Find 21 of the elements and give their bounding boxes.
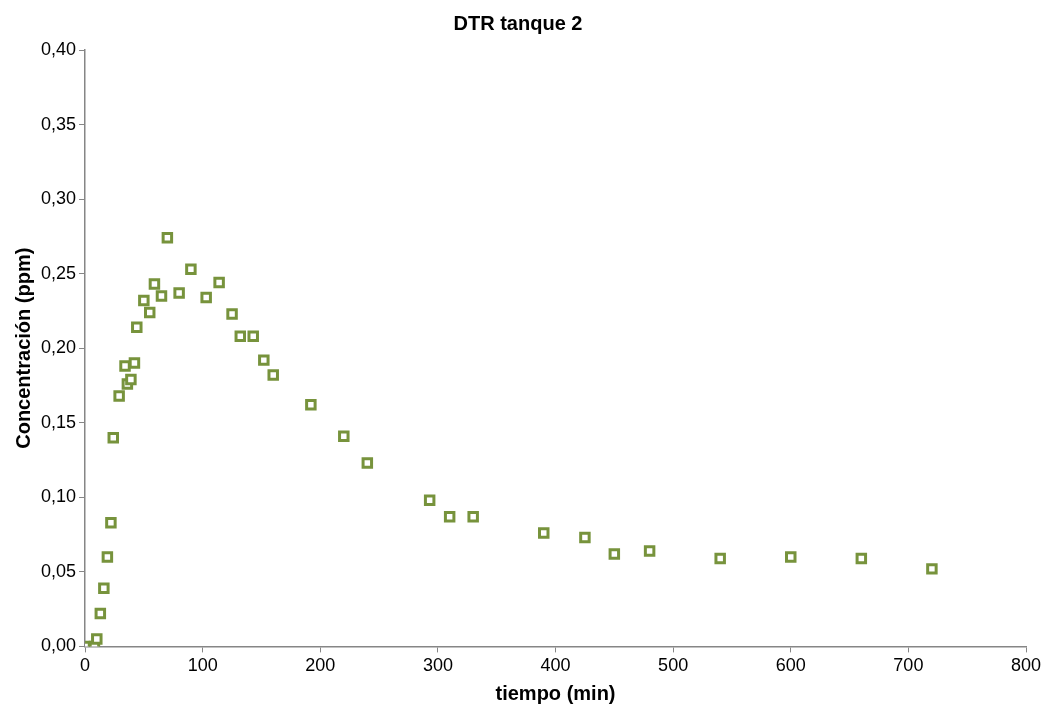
x-tick-label: 300 — [422, 655, 453, 676]
x-tick-label: 100 — [187, 655, 218, 676]
x-tick-label: 0 — [80, 655, 91, 676]
x-tick-label: 600 — [775, 655, 806, 676]
x-tick-label: 700 — [893, 655, 924, 676]
y-tick-label: 0,00 — [40, 635, 77, 656]
y-tick-label: 0,25 — [40, 262, 77, 283]
y-tick-label: 0,20 — [40, 337, 77, 358]
y-tick-label: 0,05 — [40, 560, 77, 581]
y-tick-label: 0,10 — [40, 486, 77, 507]
y-tick-label: 0,30 — [40, 188, 77, 209]
y-tick-label: 0,35 — [40, 113, 77, 134]
chart-title: DTR tanque 2 — [453, 11, 583, 34]
x-tick-label: 200 — [305, 655, 336, 676]
x-tick-label: 500 — [658, 655, 689, 676]
y-tick-label: 0,15 — [40, 411, 77, 432]
y-tick-label: 0,40 — [40, 38, 77, 59]
y-axis-title: Concentración (ppm) — [11, 247, 34, 449]
x-tick-label: 800 — [1010, 655, 1042, 676]
x-axis-title: tiempo (min) — [495, 681, 616, 704]
x-tick-label: 400 — [540, 655, 571, 676]
